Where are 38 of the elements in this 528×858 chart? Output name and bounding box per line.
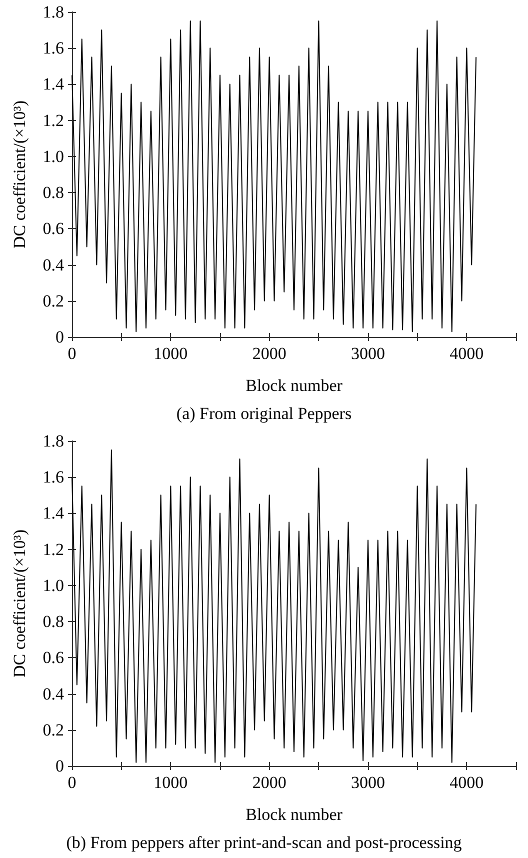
y-tick-label: 0.2 xyxy=(42,720,64,740)
y-tick-label: 0.2 xyxy=(42,291,64,310)
x-tick-label: 3000 xyxy=(351,344,385,363)
x-tick-label: 2000 xyxy=(252,344,286,363)
x-tick-label: 0 xyxy=(68,773,76,792)
y-tick-label: 1.2 xyxy=(42,110,64,130)
line-series xyxy=(72,450,477,763)
y-tick-label: 1.6 xyxy=(42,468,64,487)
y-tick-label: 0.6 xyxy=(42,219,64,238)
y-tick-label: 0 xyxy=(56,328,64,346)
x-tick-label: 1000 xyxy=(154,773,188,792)
x-tick-label: 0 xyxy=(68,344,76,363)
y-tick-label: 1.8 xyxy=(42,432,64,450)
x-axis-title: Block number xyxy=(246,805,343,824)
y-tick-label: 1.4 xyxy=(42,74,64,94)
y-tick-label: 0.6 xyxy=(42,648,64,668)
x-tick-label: 4000 xyxy=(450,344,484,363)
x-axis-title: Block number xyxy=(246,376,343,395)
x-tick-label: 4000 xyxy=(450,773,484,792)
text: (a) From original Peppers xyxy=(176,404,352,423)
y-tick-label: 1.2 xyxy=(42,540,64,559)
y-axis-title: DC coefficient/(×10³) xyxy=(10,100,29,248)
y-tick-label: 0.8 xyxy=(42,612,64,632)
x-tick-label: 1000 xyxy=(154,344,188,363)
y-tick-label: 1.4 xyxy=(42,504,64,523)
x-tick-label: 2000 xyxy=(252,773,286,792)
y-tick-label: 0 xyxy=(56,756,64,776)
y-tick-label: 1.8 xyxy=(42,2,64,22)
y-tick-label: 1.6 xyxy=(42,38,64,58)
y-axis-title: DC coefficient/(×10³) xyxy=(10,530,29,678)
y-tick-label: 0.8 xyxy=(42,183,64,202)
text: (b) From peppers after print-and-scan and post-processing xyxy=(66,833,462,852)
x-tick-label: 3000 xyxy=(351,773,385,792)
y-tick-label: 0.4 xyxy=(42,684,64,704)
line-series xyxy=(72,20,477,332)
y-tick-label: 0.4 xyxy=(42,255,64,274)
y-tick-label: 1.0 xyxy=(42,146,64,166)
y-tick-label: 1.0 xyxy=(42,576,64,595)
